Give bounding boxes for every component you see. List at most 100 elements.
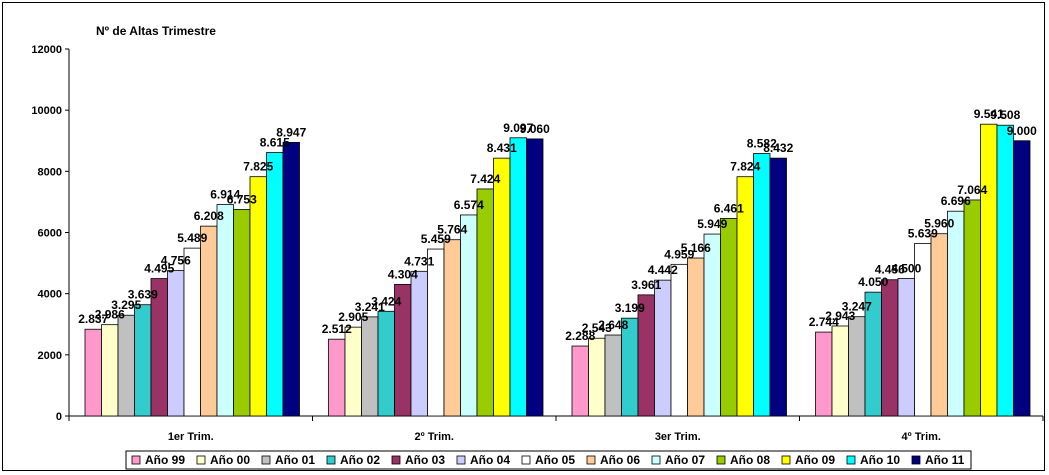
bar xyxy=(361,316,379,417)
legend-label: Año 99 xyxy=(145,453,185,467)
data-label: 8.582 xyxy=(747,137,777,151)
data-label: 2.648 xyxy=(598,318,628,332)
data-label: 9.000 xyxy=(1007,124,1037,138)
legend-label: Año 05 xyxy=(535,453,575,467)
legend-label: Año 03 xyxy=(405,453,445,467)
x-tick-label: 4º Trim. xyxy=(902,431,941,443)
bar xyxy=(266,152,284,417)
legend-swatch xyxy=(586,455,596,465)
bar xyxy=(167,270,185,417)
bar xyxy=(493,157,511,417)
y-tick-label: 4000 xyxy=(38,289,62,301)
bar xyxy=(687,257,705,417)
bar xyxy=(930,233,948,417)
bar xyxy=(831,325,849,417)
bar xyxy=(996,124,1014,417)
legend-swatch xyxy=(326,455,336,465)
data-label: 9.541 xyxy=(974,107,1004,121)
legend-swatch xyxy=(456,455,466,465)
bar xyxy=(571,345,589,417)
data-label: 5.639 xyxy=(908,227,938,241)
data-label: 2.986 xyxy=(95,308,125,322)
data-label: 6.753 xyxy=(227,192,257,206)
data-label: 3.247 xyxy=(842,300,872,314)
x-tick-label: 3er Trim. xyxy=(655,431,701,443)
data-label: 9.508 xyxy=(990,108,1020,122)
data-label: 2.905 xyxy=(338,310,368,324)
x-tick-label: 2º Trim. xyxy=(415,431,454,443)
bar xyxy=(509,137,527,417)
bar xyxy=(769,157,787,417)
bar xyxy=(720,218,738,417)
y-tick-label: 10000 xyxy=(31,105,62,117)
bar xyxy=(897,277,915,417)
data-label: 3.241 xyxy=(355,300,385,314)
bar xyxy=(117,314,135,417)
bar xyxy=(670,263,688,417)
data-label: 9.097 xyxy=(503,121,533,135)
bar xyxy=(476,188,494,417)
data-label: 8.947 xyxy=(276,125,306,139)
data-label: 7.424 xyxy=(470,172,500,186)
data-label: 7.064 xyxy=(957,183,987,197)
bar xyxy=(621,317,639,417)
bar xyxy=(233,209,251,417)
data-label: 5.764 xyxy=(437,223,467,237)
y-tick-label: 0 xyxy=(56,411,62,423)
data-label: 4.456 xyxy=(875,263,905,277)
legend-swatch xyxy=(781,455,791,465)
bar xyxy=(427,248,445,417)
legend-swatch xyxy=(131,455,141,465)
legend-swatch xyxy=(846,455,856,465)
bar xyxy=(604,334,622,417)
bar xyxy=(703,233,721,417)
data-label: 2.288 xyxy=(565,329,595,343)
bar xyxy=(84,328,102,417)
legend-swatch xyxy=(716,455,726,465)
bar xyxy=(249,176,267,417)
data-label: 3.295 xyxy=(111,298,141,312)
legend-label: Año 08 xyxy=(730,453,770,467)
y-tick-label: 2000 xyxy=(38,350,62,362)
legend-label: Año 09 xyxy=(795,453,835,467)
legend-swatch xyxy=(196,455,206,465)
legend-swatch xyxy=(391,455,401,465)
data-label: 5.489 xyxy=(177,231,207,245)
data-label: 3.199 xyxy=(615,301,645,315)
bar xyxy=(410,270,428,417)
bar xyxy=(377,310,395,417)
legend-swatch xyxy=(651,455,661,465)
bar xyxy=(815,331,833,417)
data-label: 8.431 xyxy=(487,141,517,155)
data-label: 9.060 xyxy=(520,122,550,136)
chart-title: Nº de Altas Trimestre xyxy=(96,24,216,38)
bar xyxy=(588,337,606,417)
bar xyxy=(344,326,362,417)
legend-label: Año 11 xyxy=(925,453,965,467)
data-label: 3.424 xyxy=(371,294,401,308)
bar xyxy=(980,123,998,417)
data-label: 3.639 xyxy=(128,288,158,302)
legend-swatch xyxy=(521,455,531,465)
legend-swatch xyxy=(261,455,271,465)
data-label: 4.756 xyxy=(161,254,191,268)
data-label: 6.574 xyxy=(454,198,484,212)
data-label: 5.949 xyxy=(697,217,727,231)
bar xyxy=(881,279,899,417)
data-label: 5.166 xyxy=(681,241,711,255)
legend: Año 99 Año 00 Año 01 Año 02 Año 03 Año 04 Año … xyxy=(125,450,972,470)
data-label: 8.432 xyxy=(763,141,793,155)
legend-label: Año 06 xyxy=(600,453,640,467)
data-label: 7.825 xyxy=(243,160,273,174)
bars xyxy=(84,123,1031,417)
legend-box xyxy=(125,450,972,470)
legend-label: Año 04 xyxy=(470,453,510,467)
data-label: 6.461 xyxy=(714,201,744,215)
bar xyxy=(1013,140,1031,417)
bar xyxy=(753,153,771,417)
legend-label: Año 00 xyxy=(210,453,250,467)
bar xyxy=(526,138,544,417)
data-label: 4.442 xyxy=(648,263,678,277)
